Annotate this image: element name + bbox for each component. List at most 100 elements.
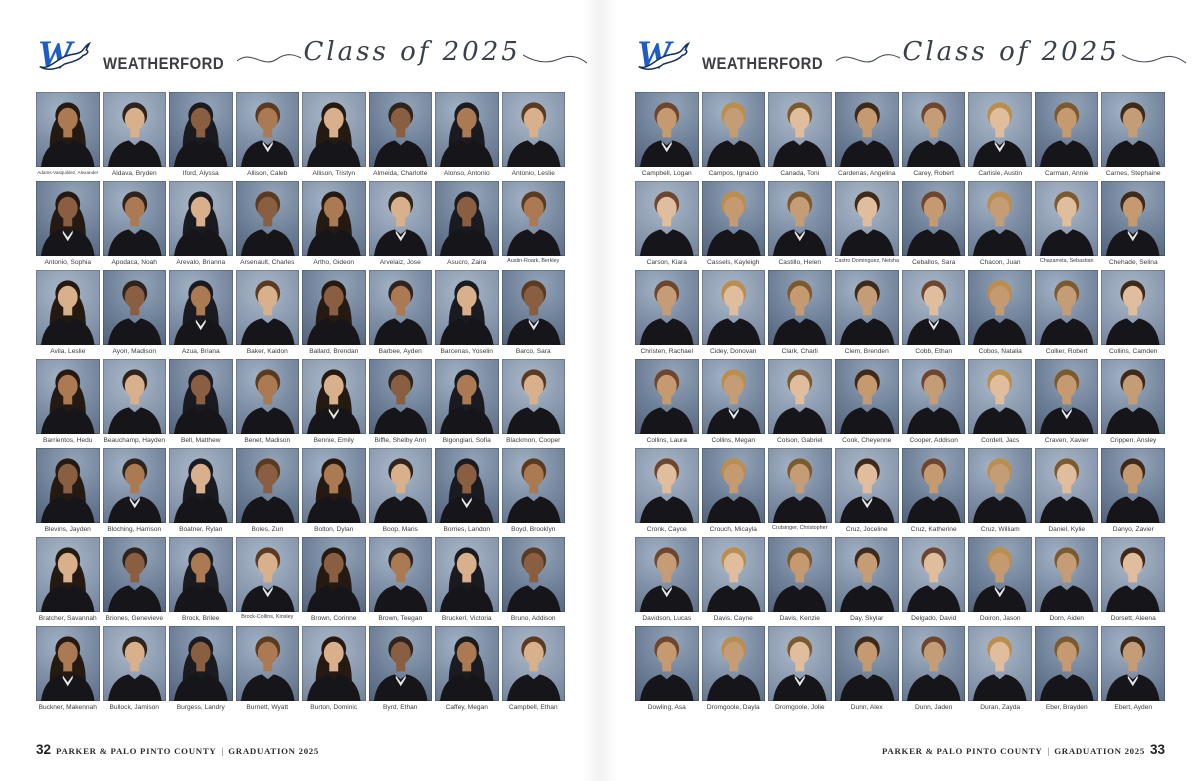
- student-silhouette-icon: [973, 280, 1028, 345]
- student-silhouette-icon: [173, 636, 228, 701]
- student-portrait: [635, 270, 699, 345]
- student-portrait: [901, 448, 966, 523]
- student-cell: Collins, Camden: [1101, 270, 1165, 358]
- student-portrait: [435, 92, 499, 167]
- student-name: Cassels, Kayleigh: [707, 259, 760, 266]
- student-silhouette-icon: [373, 102, 428, 167]
- student-portrait: [501, 359, 565, 434]
- student-portrait: [701, 270, 766, 345]
- student-cell: Barcenas, Yoselin: [435, 270, 499, 358]
- student-portrait: [701, 181, 766, 256]
- student-silhouette-icon: [772, 102, 827, 167]
- student-silhouette-icon: [107, 191, 162, 256]
- student-cell: Bolton, Dylan: [302, 448, 366, 536]
- student-name: Barcenas, Yoselin: [440, 348, 493, 355]
- student-name: Campos, Ignacio: [708, 170, 758, 177]
- student-name: Allison, Caleb: [247, 170, 288, 177]
- student-silhouette-icon: [439, 458, 494, 523]
- student-silhouette-icon: [973, 102, 1028, 167]
- student-silhouette-icon: [240, 547, 295, 612]
- student-portrait: [36, 537, 100, 612]
- student-silhouette-icon: [240, 191, 295, 256]
- student-name: Bennie, Emily: [313, 437, 354, 444]
- student-portrait: [302, 181, 366, 256]
- student-cell: Carman, Annie: [1034, 92, 1099, 180]
- student-silhouette-icon: [1106, 636, 1161, 701]
- student-silhouette-icon: [1039, 369, 1094, 434]
- student-portrait: [501, 92, 565, 167]
- student-silhouette-icon: [439, 280, 494, 345]
- student-cell: Arsenault, Charles: [235, 181, 299, 269]
- student-portrait: [701, 537, 766, 612]
- student-cell: Eber, Brayden: [1034, 626, 1099, 714]
- student-name: Asucro, Zaira: [447, 259, 487, 266]
- student-cell: Antonio, Leslie: [501, 92, 565, 180]
- student-name: Bigongiari, Sofia: [442, 437, 491, 444]
- flourish-right-icon: [1121, 54, 1186, 64]
- student-silhouette-icon: [40, 191, 95, 256]
- student-cell: Ceballos, Sara: [901, 181, 966, 269]
- student-cell: Cronk, Cayce: [635, 448, 699, 536]
- student-cell: Arevalo, Brianna: [169, 181, 233, 269]
- student-silhouette-icon: [373, 458, 428, 523]
- student-name: Caffey, Megan: [445, 704, 488, 711]
- student-name: Barbee, Ayden: [378, 348, 422, 355]
- student-silhouette-icon: [506, 547, 561, 612]
- student-portrait: [1101, 92, 1165, 167]
- student-silhouette-icon: [240, 102, 295, 167]
- student-name: Crutsinger, Christopher: [772, 525, 828, 531]
- student-cell: Boatner, Rylan: [169, 448, 233, 536]
- student-portrait: [102, 181, 166, 256]
- student-cell: Barrientos, Hedu: [36, 359, 100, 447]
- student-cell: Brock, Brilee: [169, 537, 233, 625]
- student-portrait: [768, 181, 832, 256]
- student-cell: Avila, Leslie: [36, 270, 100, 358]
- student-cell: Antonio, Sophia: [36, 181, 100, 269]
- student-name: Davis, Cayne: [713, 615, 753, 622]
- student-portrait: [235, 270, 299, 345]
- student-silhouette-icon: [173, 458, 228, 523]
- student-portrait: [235, 181, 299, 256]
- student-silhouette-icon: [173, 102, 228, 167]
- student-name: Arevalo, Brianna: [176, 259, 226, 266]
- student-name: Danyo, Zavier: [1112, 526, 1154, 533]
- student-portrait: [102, 359, 166, 434]
- student-silhouette-icon: [306, 458, 361, 523]
- student-silhouette-icon: [1106, 369, 1161, 434]
- student-portrait: [368, 626, 432, 701]
- student-silhouette-icon: [839, 369, 894, 434]
- student-portrait: [169, 448, 233, 523]
- student-silhouette-icon: [240, 636, 295, 701]
- student-silhouette-icon: [506, 191, 561, 256]
- student-cell: Day, Skylar: [834, 537, 899, 625]
- flourish-left-icon: [237, 54, 302, 63]
- student-portrait: [834, 270, 899, 345]
- student-portrait: [834, 448, 899, 523]
- class-title: Class of 2025: [902, 37, 1120, 67]
- student-name: Eber, Brayden: [1045, 704, 1088, 711]
- student-silhouette-icon: [906, 369, 961, 434]
- student-portrait: [368, 270, 432, 345]
- student-portrait: [368, 92, 432, 167]
- student-cell: Cobos, Natalia: [968, 270, 1032, 358]
- student-cell: Bennie, Emily: [302, 359, 366, 447]
- student-silhouette-icon: [772, 280, 827, 345]
- student-name: Baker, Kaidon: [246, 348, 288, 355]
- student-name: Carnes, Stephaine: [1105, 170, 1161, 177]
- student-name: Arvelaiz, Jose: [379, 259, 421, 266]
- student-silhouette-icon: [839, 458, 894, 523]
- student-name: Cobb, Ethan: [915, 348, 953, 355]
- student-portrait: [834, 181, 899, 256]
- student-portrait: [968, 270, 1032, 345]
- student-cell: Almeida, Charlotte: [368, 92, 432, 180]
- student-name: Davidson, Lucas: [642, 615, 692, 622]
- student-silhouette-icon: [506, 369, 561, 434]
- student-name: Bell, Matthew: [180, 437, 221, 444]
- student-name: Apodaca, Noah: [111, 259, 157, 266]
- student-silhouette-icon: [706, 547, 761, 612]
- school-name: WEATHERFORD: [702, 55, 823, 73]
- student-silhouette-icon: [973, 369, 1028, 434]
- student-portrait: [302, 359, 366, 434]
- student-name: Clem, Brenden: [844, 348, 889, 355]
- student-silhouette-icon: [839, 636, 894, 701]
